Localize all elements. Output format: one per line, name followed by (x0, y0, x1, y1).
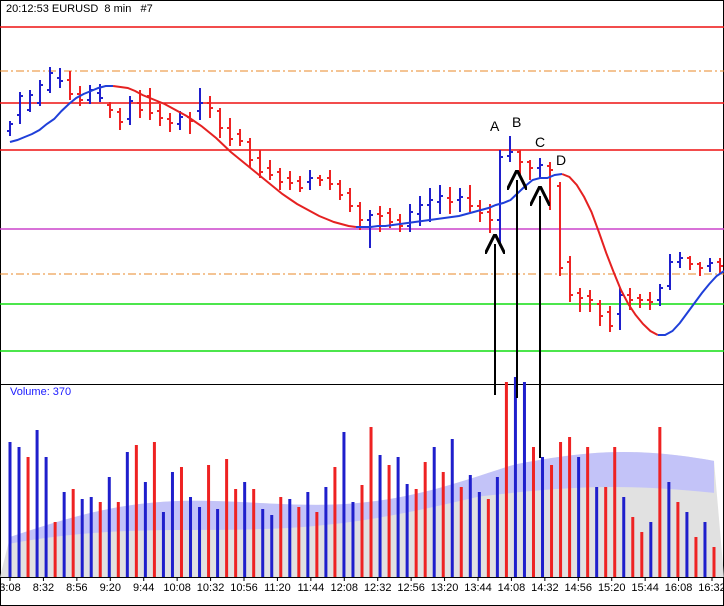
volume-label: Volume: 370 (10, 386, 72, 398)
x-tick-label: 10:08 (163, 582, 191, 594)
volume-band (10, 452, 714, 544)
x-tick-label: 13:44 (464, 582, 492, 594)
moving-average (9, 85, 114, 143)
x-tick-label: 14:32 (531, 582, 559, 594)
annotation-d: D (556, 152, 567, 168)
x-tick-label: 11:20 (264, 582, 291, 594)
annotation-c: C (535, 134, 546, 150)
x-tick-label: 9:44 (133, 582, 154, 594)
x-tick-label: 8:32 (33, 582, 54, 594)
x-tick-label: 12:08 (331, 582, 359, 594)
moving-average (112, 85, 357, 228)
x-tick-label: 16:32 (698, 582, 724, 594)
x-tick-label: 12:56 (397, 582, 425, 594)
moving-average (355, 173, 563, 228)
x-tick-label: 13:20 (431, 582, 459, 594)
x-tick-label: 8:56 (66, 582, 87, 594)
x-tick-label: 9:20 (100, 582, 121, 594)
x-tick-label: 14:08 (498, 582, 526, 594)
annotation-a: A (490, 118, 500, 134)
x-tick-label: 12:32 (364, 582, 392, 594)
x-tick-label: 3:08 (0, 582, 21, 594)
chart-title: 20:12:53 EURUSD 8 min #7 (6, 3, 153, 15)
x-tick-label: 14:56 (565, 582, 593, 594)
moving-average (561, 173, 659, 336)
annotation-b: B (512, 114, 522, 130)
x-tick-label: 10:56 (230, 582, 258, 594)
x-tick-label: 11:44 (297, 582, 324, 594)
x-tick-label: 15:20 (598, 582, 626, 594)
x-tick-label: 16:08 (665, 582, 693, 594)
x-tick-label: 10:32 (197, 582, 225, 594)
x-tick-label: 15:44 (631, 582, 659, 594)
moving-average (657, 270, 724, 336)
